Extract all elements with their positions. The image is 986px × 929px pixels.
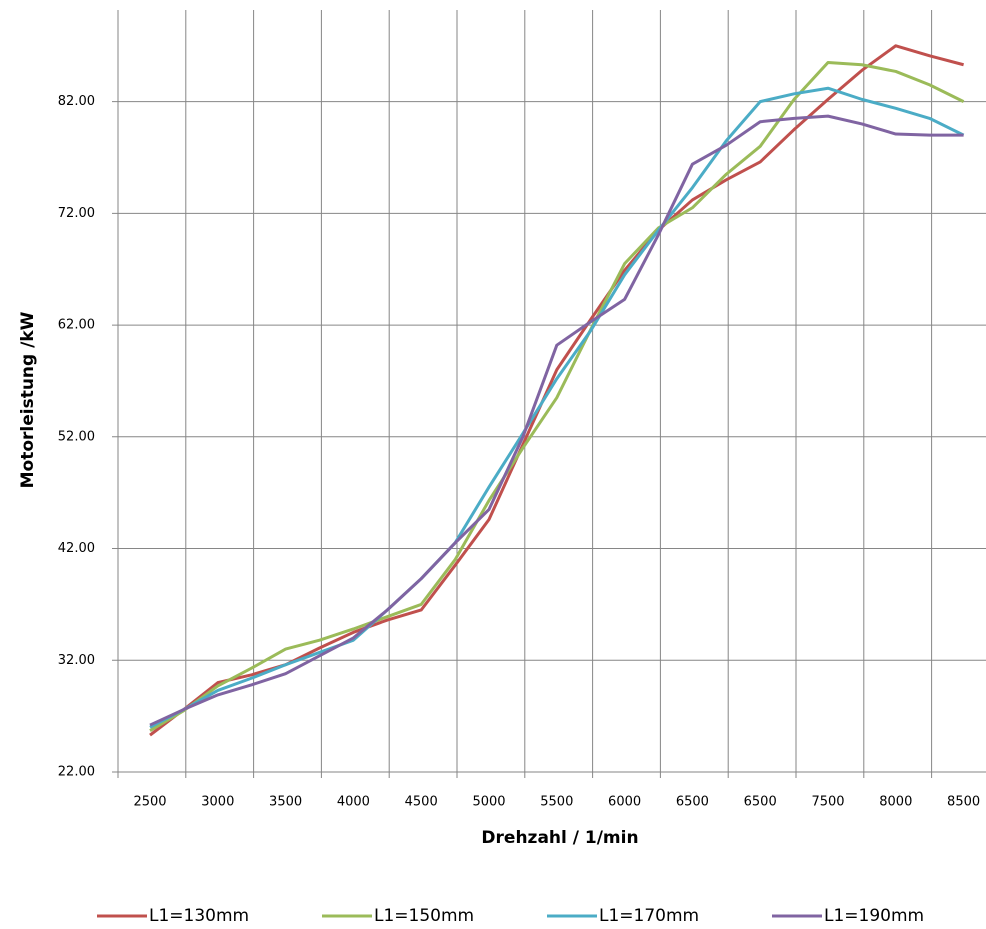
y-tick-label: 32.00 bbox=[58, 653, 95, 668]
x-tick-label: 8500 bbox=[947, 795, 980, 810]
series-line bbox=[149, 114, 964, 727]
y-tick-label: 82.00 bbox=[58, 94, 95, 109]
x-tick-label: 3000 bbox=[201, 795, 234, 810]
x-tick-label: 4000 bbox=[337, 795, 370, 810]
x-tick-label: 8000 bbox=[879, 795, 912, 810]
series-line bbox=[149, 86, 965, 729]
y-axis-title: Motorleistung /kW bbox=[18, 311, 38, 488]
legend-text: L1=190mm bbox=[824, 906, 924, 926]
legend-text: L1=170mm bbox=[599, 906, 699, 926]
y-tick-label: 42.00 bbox=[58, 541, 95, 556]
y-tick-label: 62.00 bbox=[58, 318, 95, 333]
y-tick-label: 72.00 bbox=[58, 206, 95, 221]
x-tick-label: 5500 bbox=[540, 795, 573, 810]
x-tick-label: 6000 bbox=[608, 795, 641, 810]
x-tick-label: 7500 bbox=[811, 795, 844, 810]
y-tick-label: 22.00 bbox=[58, 765, 95, 780]
x-tick-label: 4500 bbox=[405, 795, 438, 810]
x-tick-label: 2500 bbox=[133, 795, 166, 810]
x-tick-label: 5000 bbox=[472, 795, 505, 810]
x-tick-label: 6500 bbox=[744, 795, 777, 810]
y-tick-label: 52.00 bbox=[58, 429, 95, 444]
legend-text: L1=130mm bbox=[149, 906, 249, 926]
series-line bbox=[149, 44, 964, 737]
x-axis-title: Drehzahl / 1/min bbox=[481, 828, 638, 848]
legend-text: L1=150mm bbox=[374, 906, 474, 926]
x-tick-label: 6500 bbox=[676, 795, 709, 810]
series-line bbox=[149, 61, 965, 732]
x-tick-label: 3500 bbox=[269, 795, 302, 810]
